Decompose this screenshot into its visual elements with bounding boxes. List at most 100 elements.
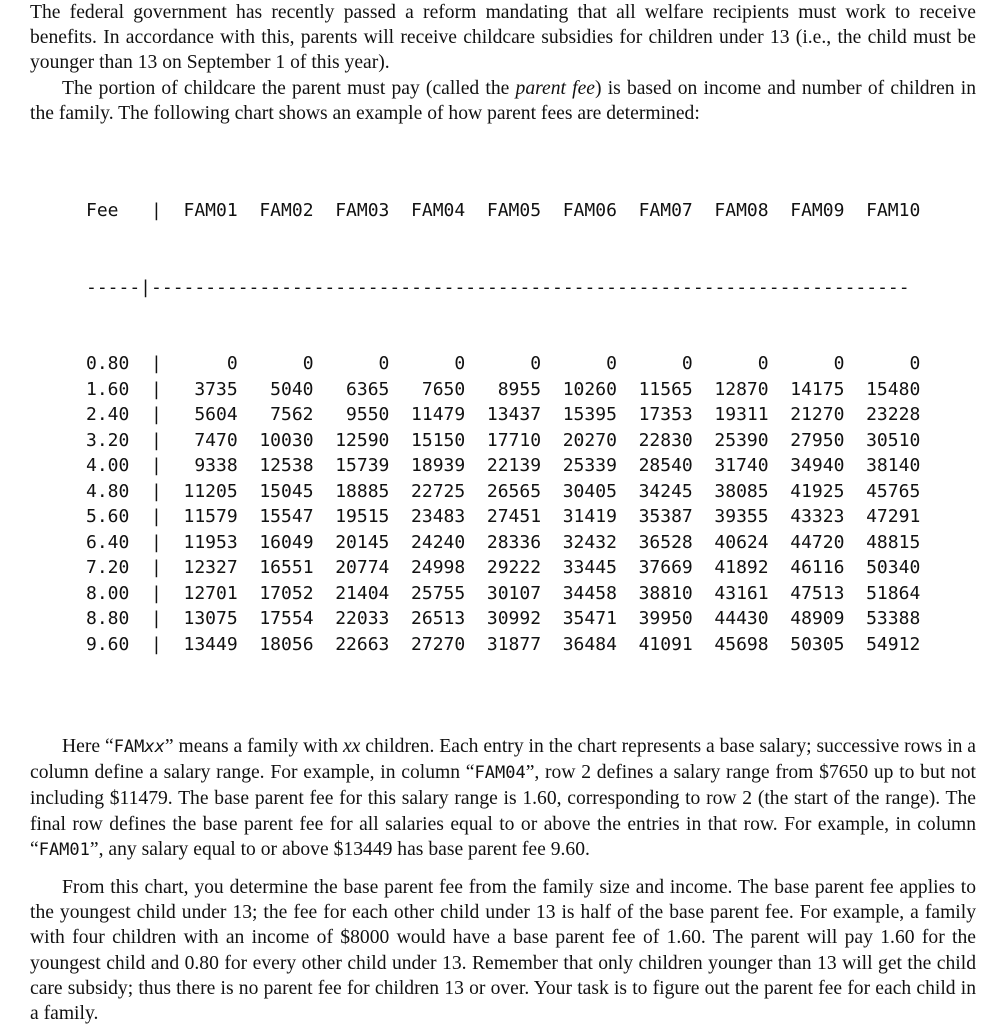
salary-cell: 54912: [866, 633, 921, 655]
fee-cell: 0.80: [86, 353, 130, 375]
salary-cell: 15547: [259, 506, 314, 528]
salary-cell: 12590: [335, 429, 390, 451]
salary-cell: 23483: [411, 506, 466, 528]
salary-cell: 20145: [335, 531, 390, 553]
table-body: 0.80 | 0 0 0 0 0 0 0 0 0 0 1.60 | 3735 5040 6365 7650 89…: [86, 351, 976, 657]
table-rule: -----|----------------------------------…: [86, 276, 910, 298]
salary-cell: 7650: [421, 378, 466, 400]
salary-cell: 34940: [790, 455, 845, 477]
salary-cell: 34245: [638, 480, 693, 502]
intro-paragraph: The federal government has recently pass…: [30, 2, 976, 74]
salary-cell: 9338: [194, 455, 238, 477]
salary-cell: 17710: [486, 429, 542, 451]
text: ”, any salary equal to or above $13449 h…: [89, 838, 590, 860]
salary-cell: 30992: [486, 608, 542, 630]
fee-cell: 8.80: [86, 608, 130, 630]
table-row: 6.40 | 11953 16049 20145 24240 28336 32432 3652…: [86, 530, 976, 556]
table-row: 4.00 | 9338 12538 15739 18939 22139 25339 28540…: [86, 453, 976, 479]
salary-cell: 41925: [790, 480, 845, 502]
salary-cell: 37669: [638, 557, 693, 579]
fee-cell: 1.60: [86, 378, 130, 400]
salary-cell: 19311: [714, 404, 769, 426]
salary-cell: 15395: [562, 404, 617, 426]
salary-cell: 12538: [259, 455, 314, 477]
salary-cell: 38085: [714, 480, 769, 502]
salary-cell: 12701: [183, 582, 238, 604]
table-header: Fee | FAM01 FAM02 FAM03 FAM04 FAM05 FAM06 FAM0…: [86, 198, 976, 224]
column-header-fam04: FAM04: [411, 200, 466, 222]
salary-cell: 27451: [486, 506, 542, 528]
salary-cell: 46116: [790, 557, 845, 579]
table-row: 8.80 | 13075 17554 22033 26513 30992 35471 3995…: [86, 606, 976, 632]
column-separator: |: [140, 480, 162, 502]
salary-cell: 51864: [866, 582, 921, 604]
salary-cell: 25755: [411, 582, 466, 604]
salary-cell: 17052: [259, 582, 314, 604]
table-row: 4.80 | 11205 15045 18885 22725 26565 30405 3424…: [86, 479, 976, 505]
column-header-fam07: FAM07: [638, 200, 693, 222]
salary-cell: 13437: [486, 404, 542, 426]
code-fam: FAMxx: [114, 737, 165, 757]
column-header-fam10: FAM10: [866, 200, 921, 222]
task-paragraph: From this chart, you determine the base …: [30, 877, 976, 1025]
salary-cell: 10260: [562, 378, 617, 400]
column-header-fam05: FAM05: [486, 200, 542, 222]
salary-cell: 50305: [790, 633, 845, 655]
salary-cell: 15480: [866, 378, 921, 400]
salary-cell: 24998: [411, 557, 466, 579]
problem-statement: The federal government has recently pass…: [30, 0, 976, 1026]
code-fam04: FAM04: [474, 763, 526, 784]
table-row: 1.60 | 3735 5040 6365 7650 8955 10260 11565 1287…: [86, 377, 976, 403]
fee-cell: 4.80: [86, 480, 130, 502]
salary-cell: 5040: [270, 378, 314, 400]
salary-cell: 22830: [638, 429, 693, 451]
salary-cell: 26565: [486, 480, 542, 502]
salary-cell: 53388: [866, 608, 921, 630]
fee-cell: 2.40: [86, 404, 130, 426]
salary-cell: 0: [757, 353, 769, 375]
salary-cell: 6365: [346, 378, 390, 400]
salary-cell: 40624: [714, 531, 769, 553]
salary-cell: 0: [909, 353, 921, 375]
salary-cell: 11479: [411, 404, 466, 426]
fee-cell: 8.00: [86, 582, 130, 604]
salary-cell: 23228: [866, 404, 921, 426]
salary-cell: 17353: [638, 404, 693, 426]
salary-cell: 45698: [714, 633, 769, 655]
text: Here “: [62, 736, 114, 758]
column-header-fam06: FAM06: [562, 200, 617, 222]
salary-cell: 0: [833, 353, 845, 375]
salary-cell: 29222: [486, 557, 542, 579]
salary-cell: 14175: [790, 378, 845, 400]
table-row: 8.00 | 12701 17052 21404 25755 30107 34458 3881…: [86, 581, 976, 607]
salary-cell: 11579: [183, 506, 238, 528]
salary-cell: 47291: [866, 506, 921, 528]
salary-cell: 22725: [411, 480, 466, 502]
salary-cell: 18885: [335, 480, 390, 502]
salary-cell: 7562: [270, 404, 314, 426]
salary-cell: 0: [378, 353, 390, 375]
fee-cell: 5.60: [86, 506, 130, 528]
salary-cell: 20774: [335, 557, 390, 579]
column-separator: |: [140, 404, 162, 426]
salary-cell: 13449: [183, 633, 238, 655]
salary-cell: 18056: [259, 633, 314, 655]
salary-cell: 22139: [486, 455, 542, 477]
salary-cell: 0: [454, 353, 466, 375]
salary-cell: 41892: [714, 557, 769, 579]
salary-cell: 11565: [638, 378, 693, 400]
text: The portion of childcare the parent must…: [62, 77, 516, 99]
salary-cell: 22663: [335, 633, 390, 655]
salary-cell: 0: [606, 353, 617, 375]
column-separator: |: [140, 455, 162, 477]
salary-cell: 12327: [183, 557, 238, 579]
code-var: xx: [144, 737, 165, 758]
code: FAM: [113, 737, 145, 758]
column-separator: |: [140, 506, 162, 528]
salary-cell: 44430: [714, 608, 769, 630]
fee-cell: 4.00: [86, 455, 130, 477]
salary-cell: 36528: [638, 531, 693, 553]
salary-cell: 30405: [562, 480, 617, 502]
salary-cell: 25339: [562, 455, 617, 477]
salary-cell: 33445: [562, 557, 617, 579]
